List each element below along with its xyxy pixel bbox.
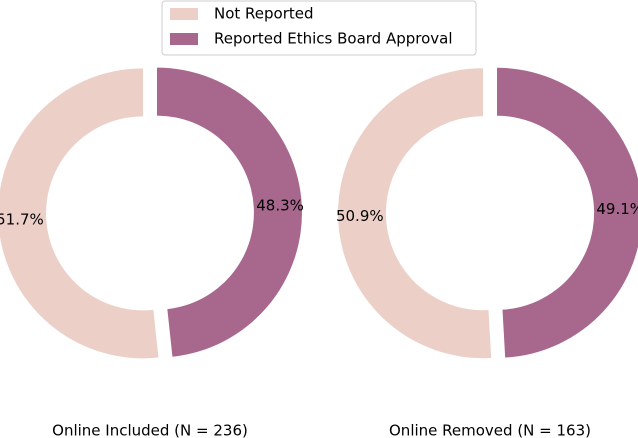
- legend-label: Reported Ethics Board Approval: [214, 30, 453, 48]
- value-label: 48.3%: [256, 197, 304, 215]
- chart-title: Online Included (N = 236): [52, 422, 248, 438]
- donut-slice: [497, 67, 638, 358]
- value-label: 49.1%: [596, 200, 638, 218]
- legend-swatch: [170, 33, 198, 45]
- legend-box: [161, 0, 477, 56]
- donut-slice: [0, 68, 159, 359]
- donut-slice: [338, 68, 492, 359]
- value-label: 51.7%: [0, 210, 44, 228]
- legend-swatch: [170, 8, 198, 20]
- donut-slice: [156, 67, 302, 357]
- chart-title: Online Removed (N = 163): [389, 422, 591, 438]
- legend-label: Not Reported: [214, 5, 314, 23]
- value-label: 50.9%: [336, 207, 384, 225]
